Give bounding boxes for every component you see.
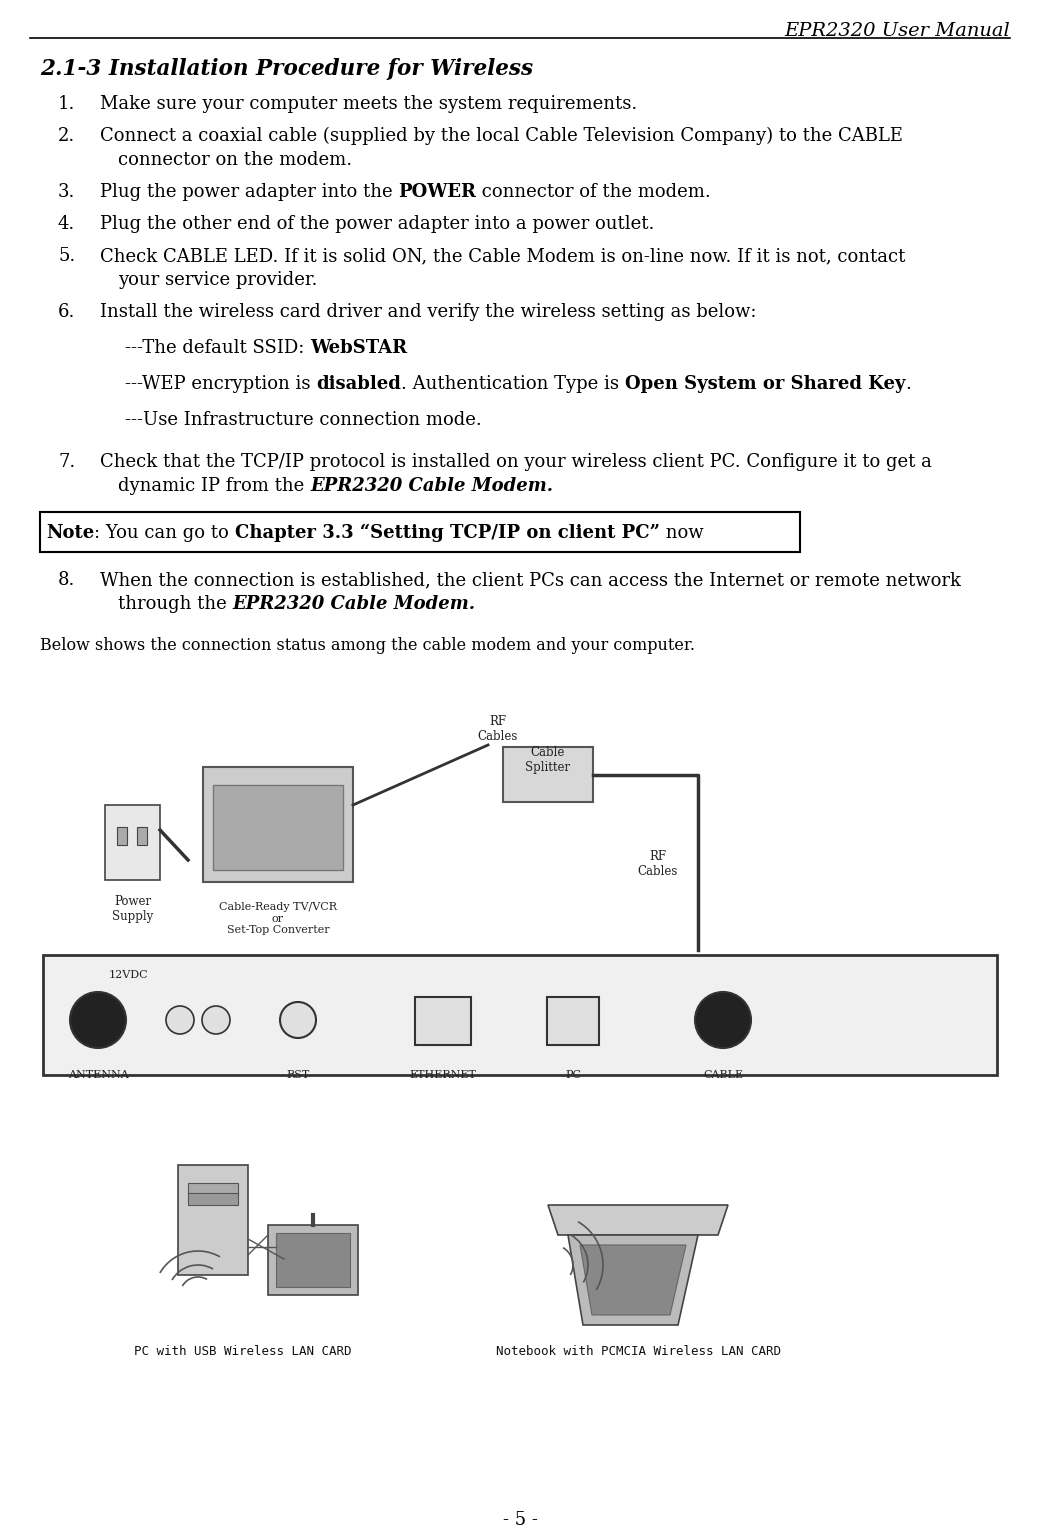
- Text: . Authentication Type is: . Authentication Type is: [401, 376, 625, 392]
- Text: WebSTAR: WebSTAR: [310, 339, 408, 357]
- Bar: [116, 826, 127, 845]
- Bar: [213, 785, 343, 870]
- Text: 2.: 2.: [58, 128, 75, 145]
- Text: Power
Supply: Power Supply: [112, 896, 154, 923]
- Bar: [188, 1193, 238, 1205]
- Text: Cable-Ready TV/VCR
or
Set-Top Converter: Cable-Ready TV/VCR or Set-Top Converter: [219, 902, 337, 936]
- Polygon shape: [548, 1205, 728, 1234]
- Polygon shape: [568, 1234, 698, 1325]
- Circle shape: [202, 1007, 230, 1034]
- Text: ---The default SSID:: ---The default SSID:: [125, 339, 310, 357]
- Text: 3.: 3.: [58, 183, 75, 202]
- Text: EPR2320 Cable Modem.: EPR2320 Cable Modem.: [233, 596, 475, 613]
- Text: 2.1-3 Installation Procedure for Wireless: 2.1-3 Installation Procedure for Wireles…: [40, 58, 534, 80]
- Text: CABLE: CABLE: [703, 1070, 743, 1080]
- Text: Check CABLE LED. If it is solid ON, the Cable Modem is on-line now. If it is not: Check CABLE LED. If it is solid ON, the …: [100, 246, 906, 265]
- Text: RST: RST: [286, 1070, 310, 1080]
- Text: - 5 -: - 5 -: [502, 1511, 538, 1530]
- Text: 12VDC: 12VDC: [108, 970, 148, 980]
- Bar: [38, 665, 1002, 956]
- Text: Make sure your computer meets the system requirements.: Make sure your computer meets the system…: [100, 95, 638, 112]
- Text: dynamic IP from the: dynamic IP from the: [118, 477, 310, 496]
- Bar: [547, 997, 599, 1045]
- Text: ---Use Infrastructure connection mode.: ---Use Infrastructure connection mode.: [125, 411, 482, 429]
- Text: ETHERNET: ETHERNET: [410, 1070, 476, 1080]
- Text: Notebook with PCMCIA Wireless LAN CARD: Notebook with PCMCIA Wireless LAN CARD: [495, 1345, 780, 1357]
- Text: Open System or Shared Key: Open System or Shared Key: [625, 376, 906, 392]
- Bar: [268, 1225, 358, 1294]
- Bar: [178, 1165, 248, 1274]
- Text: connector of the modem.: connector of the modem.: [476, 183, 711, 202]
- Text: PC with USB Wireless LAN CARD: PC with USB Wireless LAN CARD: [134, 1345, 352, 1357]
- Text: Connect a coaxial cable (supplied by the local Cable Television Company) to the : Connect a coaxial cable (supplied by the…: [100, 128, 903, 145]
- Text: When the connection is established, the client PCs can access the Internet or re: When the connection is established, the …: [100, 571, 961, 589]
- Text: Cable
Splitter: Cable Splitter: [525, 746, 571, 774]
- Circle shape: [280, 1002, 316, 1037]
- Polygon shape: [580, 1245, 686, 1314]
- Text: .: .: [906, 376, 911, 392]
- Bar: [40, 512, 800, 553]
- Text: Plug the other end of the power adapter into a power outlet.: Plug the other end of the power adapter …: [100, 215, 654, 232]
- Text: PC: PC: [565, 1070, 581, 1080]
- Circle shape: [70, 993, 126, 1048]
- Text: POWER: POWER: [398, 183, 476, 202]
- Bar: [415, 997, 471, 1045]
- Text: now: now: [659, 523, 703, 542]
- Text: your service provider.: your service provider.: [118, 271, 317, 289]
- Text: Chapter 3.3 “Setting TCP/IP on client PC”: Chapter 3.3 “Setting TCP/IP on client PC…: [235, 523, 659, 542]
- Text: 5.: 5.: [58, 246, 75, 265]
- Text: 1.: 1.: [58, 95, 75, 112]
- Text: EPR2320 User Manual: EPR2320 User Manual: [784, 22, 1010, 40]
- Text: 4.: 4.: [58, 215, 75, 232]
- Text: EPR2320 Cable Modem.: EPR2320 Cable Modem.: [310, 477, 553, 496]
- Text: 7.: 7.: [58, 452, 75, 471]
- Bar: [43, 956, 997, 1076]
- Bar: [137, 826, 147, 845]
- Text: ---WEP encryption is: ---WEP encryption is: [125, 376, 316, 392]
- Circle shape: [166, 1007, 194, 1034]
- Bar: [105, 805, 160, 880]
- Bar: [188, 1183, 238, 1194]
- Text: 8.: 8.: [58, 571, 75, 589]
- Circle shape: [695, 993, 751, 1048]
- Text: Below shows the connection status among the cable modem and your computer.: Below shows the connection status among …: [40, 637, 695, 654]
- Text: ANTENNA: ANTENNA: [68, 1070, 128, 1080]
- Text: connector on the modem.: connector on the modem.: [118, 151, 353, 169]
- Text: 6.: 6.: [58, 303, 75, 322]
- Bar: [276, 1233, 350, 1287]
- Text: Check that the TCP/IP protocol is installed on your wireless client PC. Configur: Check that the TCP/IP protocol is instal…: [100, 452, 932, 471]
- Text: disabled: disabled: [316, 376, 401, 392]
- Text: Note: Note: [46, 523, 95, 542]
- Text: Install the wireless card driver and verify the wireless setting as below:: Install the wireless card driver and ver…: [100, 303, 756, 322]
- Bar: [503, 746, 593, 802]
- Text: Plug the power adapter into the: Plug the power adapter into the: [100, 183, 398, 202]
- Text: RF
Cables: RF Cables: [638, 850, 678, 879]
- Text: through the: through the: [118, 596, 233, 613]
- Text: RF
Cables: RF Cables: [477, 716, 518, 743]
- Text: : You can go to: : You can go to: [95, 523, 235, 542]
- Bar: [203, 766, 353, 882]
